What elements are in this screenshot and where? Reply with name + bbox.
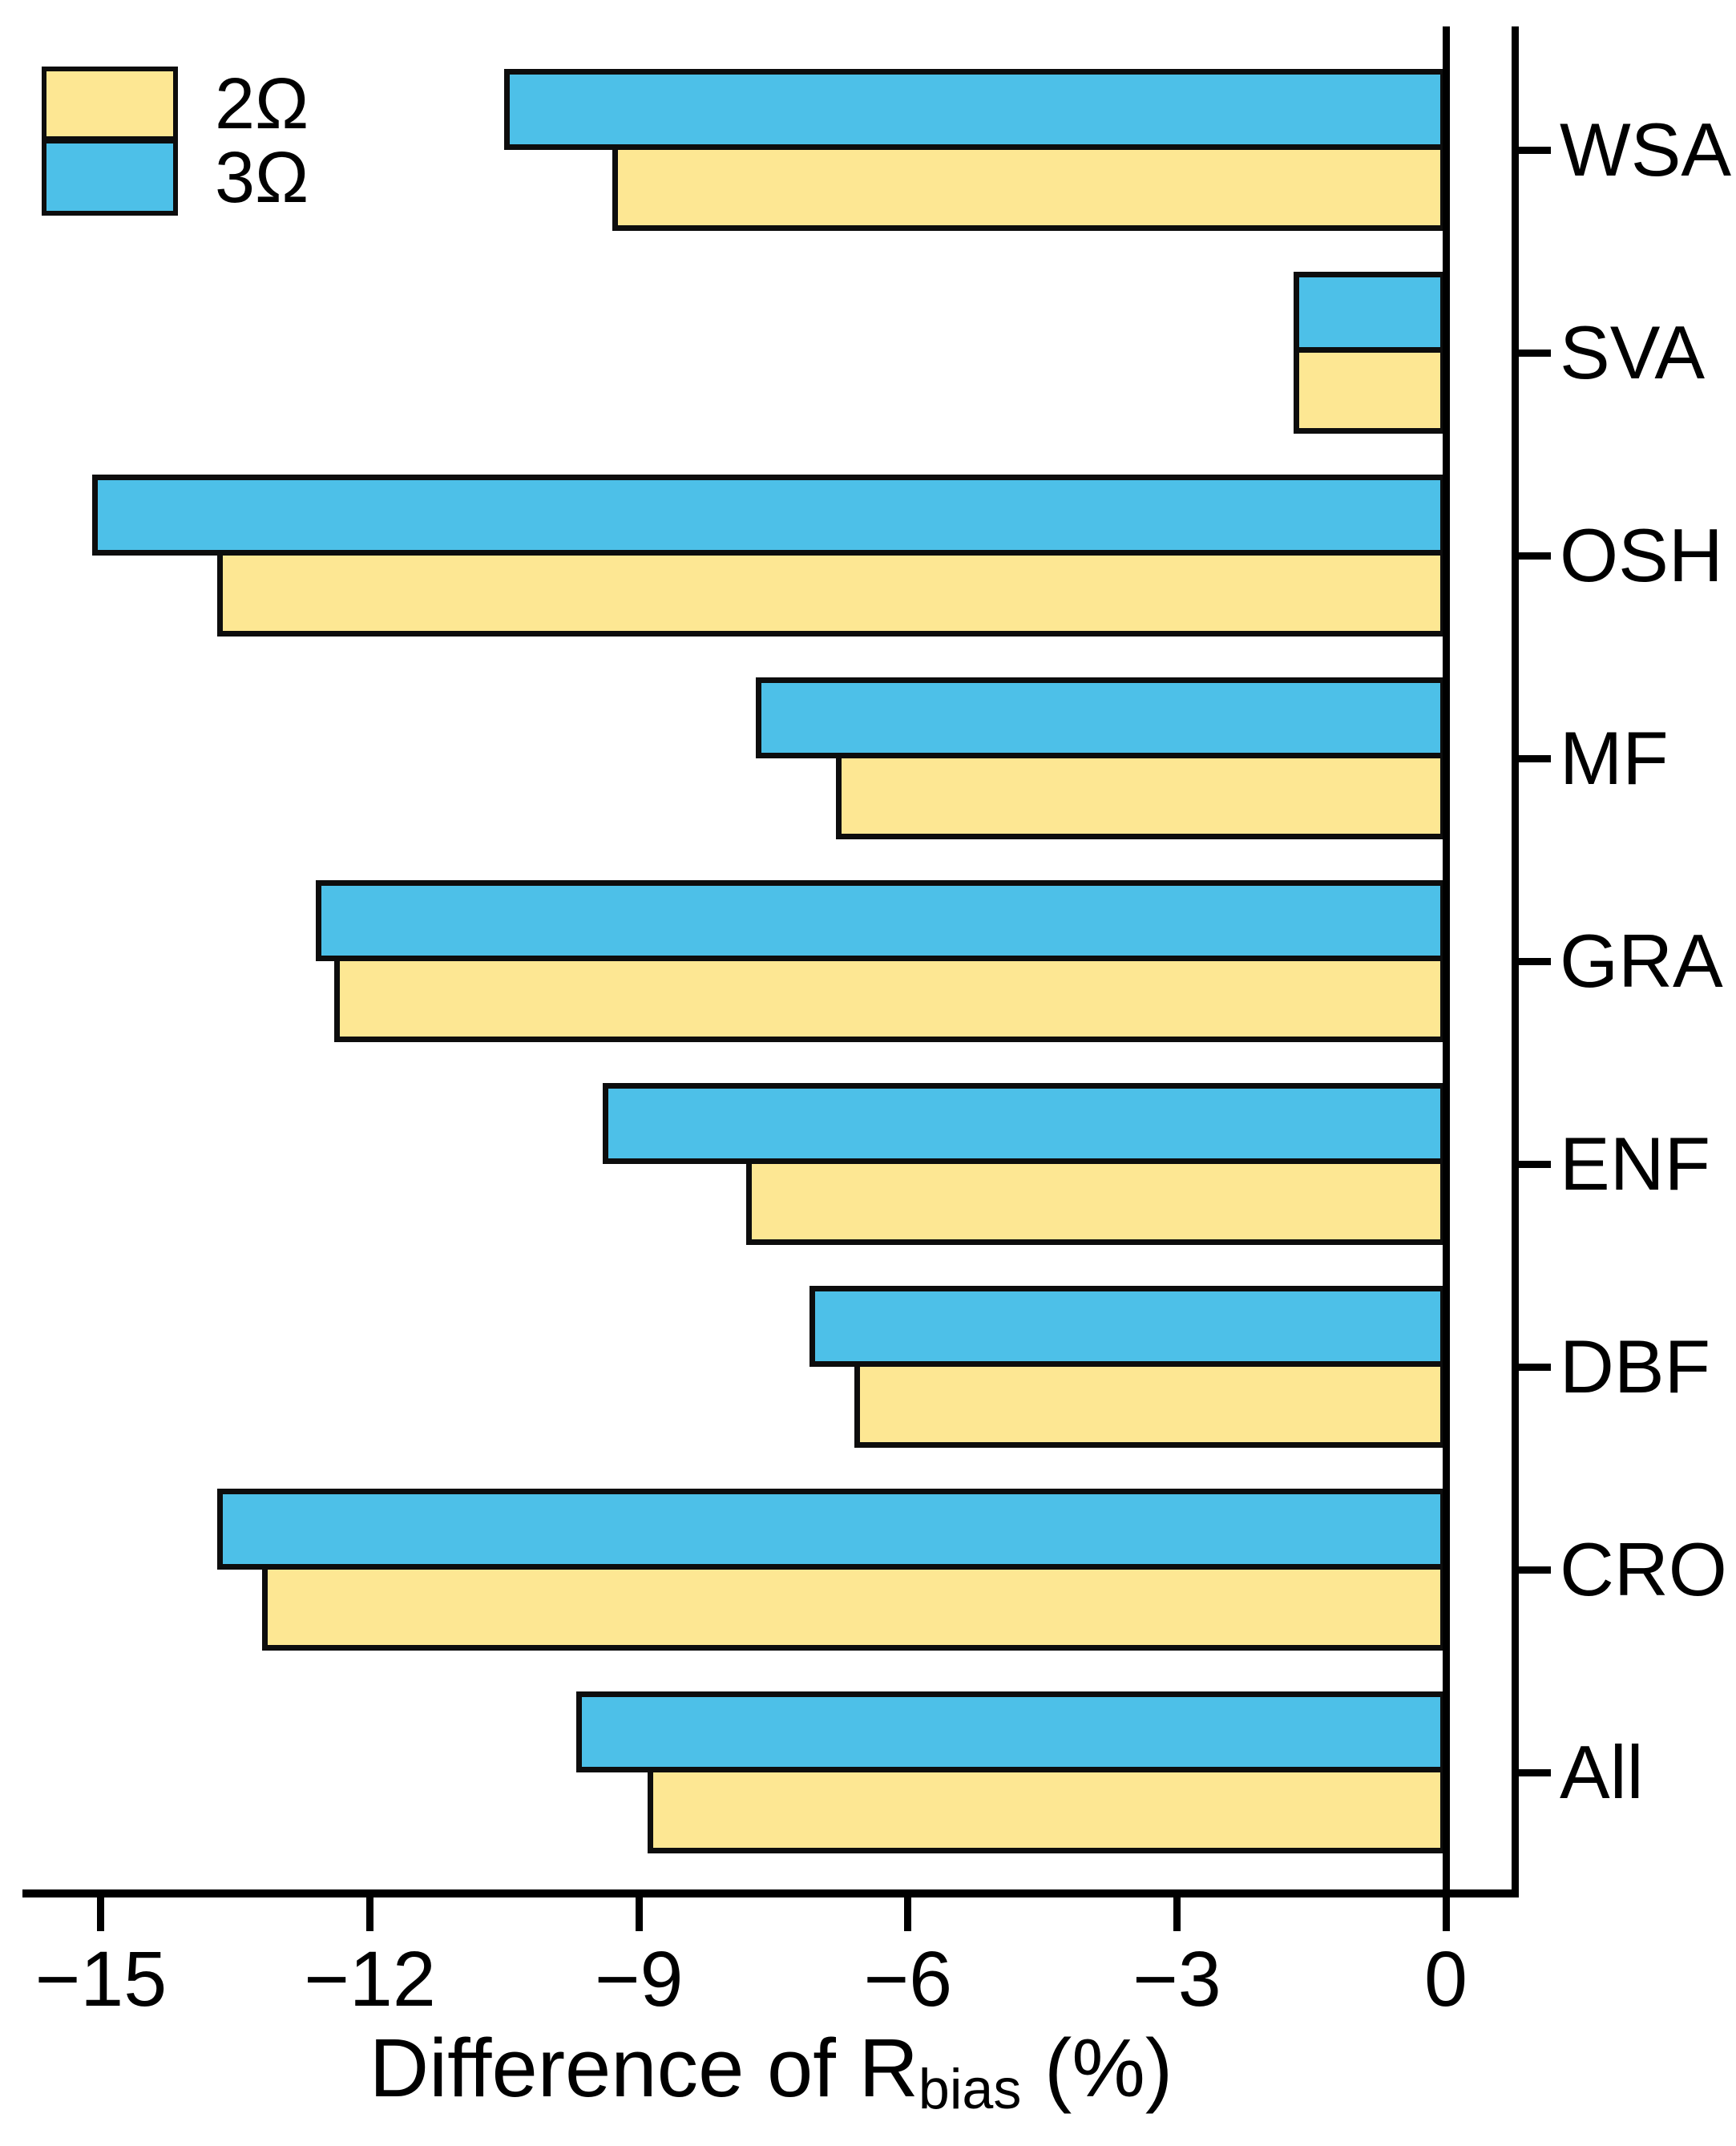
x-tick-label--15: −15 <box>34 1935 168 2023</box>
bar-2ohm-wsa <box>612 150 1446 231</box>
bar-3ohm-dbf <box>809 1285 1446 1367</box>
y-tick-sva <box>1512 349 1551 357</box>
bar-2ohm-all <box>648 1772 1446 1853</box>
y-tick-label-all: All <box>1560 1729 1644 1814</box>
bar-2ohm-osh <box>217 555 1446 637</box>
bar-3ohm-all <box>575 1691 1446 1772</box>
y-tick-gra <box>1512 957 1551 965</box>
x-tick--3 <box>1173 1893 1181 1931</box>
y-tick-label-sva: SVA <box>1560 309 1706 394</box>
x-tick-label-0: 0 <box>1424 1935 1468 2023</box>
y-tick-label-osh: OSH <box>1560 512 1723 597</box>
x-tick-label--3: −3 <box>1132 1935 1221 2023</box>
bar-3ohm-gra <box>316 879 1446 961</box>
y-tick-osh <box>1512 552 1551 560</box>
x-tick-label--9: −9 <box>594 1935 684 2023</box>
x-tick-label--6: −6 <box>863 1935 953 2023</box>
x-tick--6 <box>904 1893 912 1931</box>
zero-line <box>1443 26 1450 1893</box>
bar-2ohm-sva <box>1293 352 1446 434</box>
bar-3ohm-enf <box>603 1082 1446 1164</box>
legend-label-2ohm: 2Ω <box>215 64 309 144</box>
bar-3ohm-sva <box>1293 271 1446 353</box>
x-axis-title: Difference of Rbias (%) <box>369 2027 1173 2117</box>
bar-3ohm-osh <box>91 474 1446 556</box>
bar-2ohm-dbf <box>854 1366 1446 1448</box>
bar-2ohm-cro <box>262 1569 1446 1651</box>
y-tick-wsa <box>1512 147 1551 154</box>
y-tick-mf <box>1512 754 1551 762</box>
x-tick-label--12: −12 <box>304 1935 436 2023</box>
y-tick-enf <box>1512 1160 1551 1168</box>
bar-3ohm-mf <box>755 677 1446 758</box>
x-tick--15 <box>97 1893 105 1931</box>
x-axis-title-suffix: (%) <box>1021 2022 1173 2114</box>
y-tick-cro <box>1512 1566 1551 1574</box>
legend-swatch-2ohm <box>42 67 178 141</box>
y-tick-label-mf: MF <box>1560 715 1669 800</box>
x-axis-line <box>22 1889 1519 1897</box>
x-tick--12 <box>366 1893 374 1931</box>
bar-3ohm-wsa <box>504 69 1446 150</box>
x-tick-0 <box>1442 1893 1450 1931</box>
x-tick--9 <box>635 1893 643 1931</box>
legend-swatch-3ohm <box>42 139 178 216</box>
bar-2ohm-gra <box>333 960 1446 1042</box>
y-tick-all <box>1512 1768 1551 1776</box>
y-tick-label-cro: CRO <box>1560 1526 1727 1611</box>
right-axis-spine <box>1512 26 1519 1897</box>
x-axis-title-prefix: Difference of R <box>369 2022 918 2114</box>
legend-label-3ohm: 3Ω <box>215 138 309 218</box>
y-tick-label-wsa: WSA <box>1560 107 1732 192</box>
y-tick-label-dbf: DBF <box>1560 1324 1710 1408</box>
y-tick-label-gra: GRA <box>1560 918 1723 1003</box>
bar-3ohm-cro <box>217 1488 1446 1570</box>
y-tick-label-enf: ENF <box>1560 1121 1710 1206</box>
y-tick-dbf <box>1512 1363 1551 1371</box>
bar-2ohm-mf <box>836 758 1446 839</box>
bar-2ohm-enf <box>746 1163 1446 1245</box>
x-axis-title-subscript: bias <box>918 2058 1022 2121</box>
